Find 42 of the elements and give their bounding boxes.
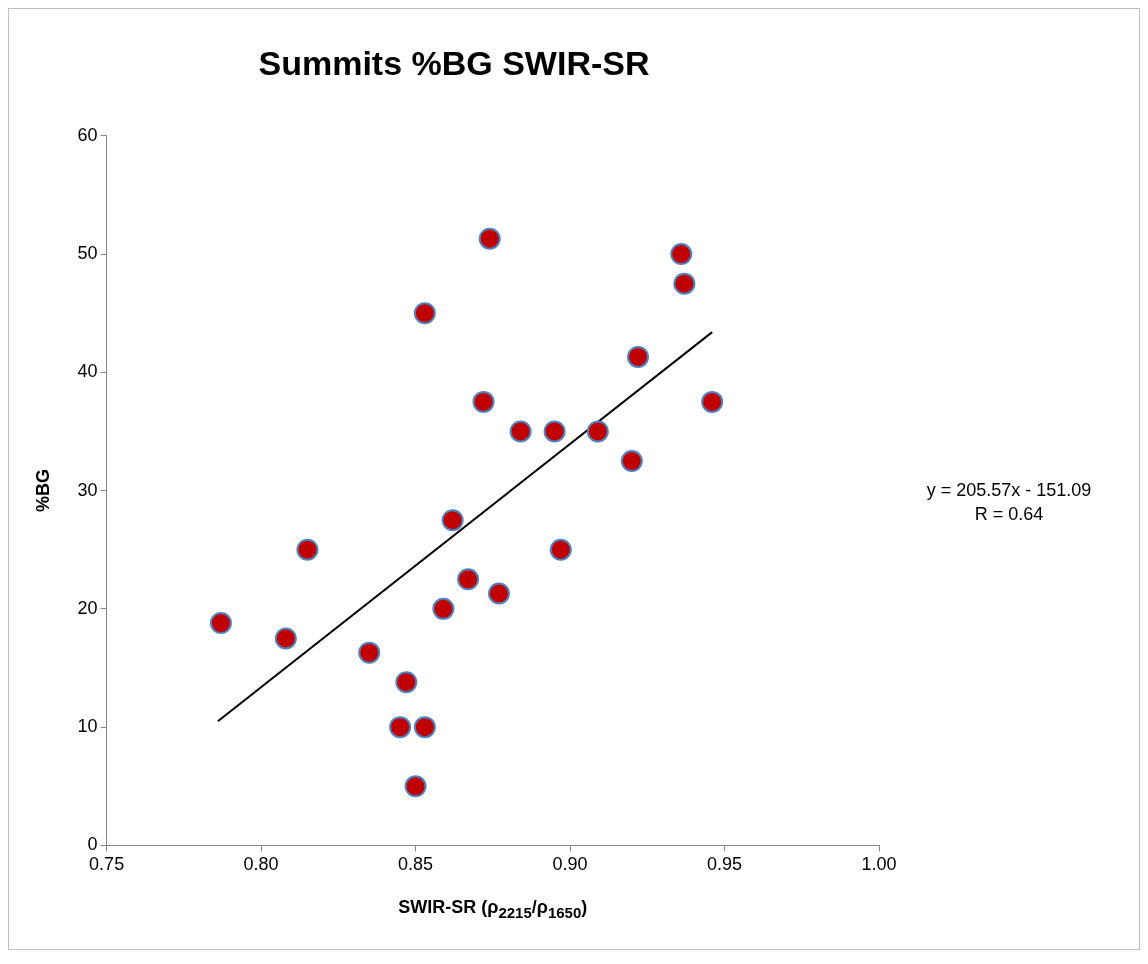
point <box>549 538 572 561</box>
point <box>389 716 412 739</box>
y-axis-title: %BG <box>32 469 53 513</box>
text: R = 0.64 <box>974 503 1044 524</box>
point <box>509 420 532 443</box>
point <box>478 227 501 250</box>
point <box>274 627 297 650</box>
chart-title: Summits %BG SWIR-SR <box>258 43 650 82</box>
point <box>627 345 650 368</box>
y-tick-label: 60 <box>77 124 98 145</box>
point <box>487 582 510 605</box>
x-tick-label: 0.85 <box>398 854 434 875</box>
y-tick-label: 0 <box>87 834 98 855</box>
x-tick-label: 0.90 <box>552 854 588 875</box>
point <box>413 716 436 739</box>
point <box>441 509 464 532</box>
x-axis-title: SWIR-SR (ρ$_{2215}$/ρ$_{1650}$) <box>398 897 588 921</box>
point <box>586 420 609 443</box>
x-tick-label: 0.95 <box>707 854 743 875</box>
point <box>404 775 427 798</box>
x-tick-label: 0.75 <box>89 854 125 875</box>
point <box>472 390 495 413</box>
y-tick-label: 20 <box>77 597 98 618</box>
x-tick-label: 1.00 <box>861 854 897 875</box>
point <box>457 568 480 591</box>
y-tick-label: 30 <box>77 479 98 500</box>
point <box>395 671 418 694</box>
y-tick-label: 50 <box>77 243 98 264</box>
text: y = 205.57x - 151.09 <box>926 479 1092 500</box>
point <box>670 243 693 266</box>
point <box>358 641 381 664</box>
point <box>432 597 455 620</box>
point <box>413 302 436 325</box>
point <box>209 612 232 635</box>
x-tick-label: 0.80 <box>243 854 279 875</box>
point <box>296 538 319 561</box>
point <box>673 272 696 295</box>
point <box>701 390 724 413</box>
y-tick-label: 40 <box>77 361 98 382</box>
point <box>543 420 566 443</box>
y-tick-label: 10 <box>77 716 98 737</box>
point <box>620 450 643 473</box>
